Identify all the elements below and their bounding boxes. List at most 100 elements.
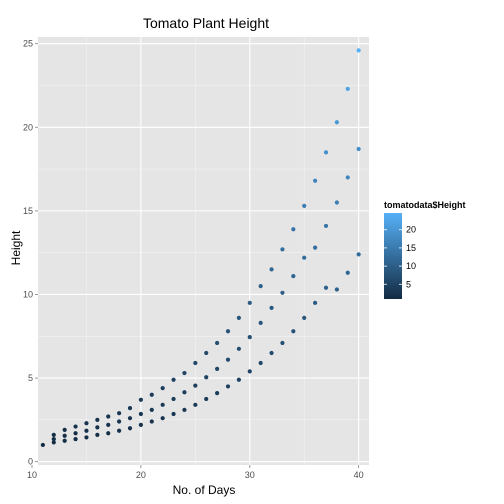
x-tick-label: 30 [245,470,255,480]
data-point [215,366,220,371]
data-point [117,419,122,424]
data-point [225,384,231,389]
major-gridlines [38,37,369,465]
data-point [215,391,220,396]
data-point [95,417,100,422]
data-point [62,433,67,438]
data-point [258,360,263,366]
data-point [95,425,100,430]
data-point [356,252,361,257]
data-point [269,350,274,356]
data-point [258,320,263,325]
data-point [95,432,100,438]
x-tick-label: 20 [136,470,146,480]
data-point [313,300,318,305]
data-point [62,438,67,443]
y-tick-label: 5 [28,373,33,383]
data-point [204,396,209,402]
data-point [334,287,339,292]
data-point [182,390,187,395]
data-point [138,411,143,417]
data-point [345,86,350,91]
legend-colorbar [384,213,402,299]
data-point [171,377,176,382]
chart-title: Tomato Plant Height [143,15,269,31]
data-point [73,424,78,429]
data-point [106,431,111,436]
data-point [236,377,241,382]
data-point [127,406,133,411]
data-point [160,402,165,407]
data-point [247,335,252,340]
data-point [313,178,318,183]
data-point [117,411,122,416]
data-point [236,315,241,320]
data-point [323,285,329,290]
legend-label: 20 [406,225,416,235]
y-tick-label: 0 [28,457,33,467]
y-axis-title: Height [9,230,23,265]
data-point [84,435,89,440]
data-point [204,375,209,380]
data-point [182,370,187,376]
data-point [323,150,329,155]
legend-title: tomatodata$Height [384,200,466,210]
data-point [106,414,111,419]
x-tick-label: 10 [27,470,37,480]
data-point [323,223,329,229]
data-point [73,431,78,436]
x-axis-title: No. of Days [173,483,236,497]
plot-panel [38,37,369,465]
data-point [193,383,198,388]
data-point [280,290,285,295]
y-tick-label: 15 [23,206,33,216]
data-point [51,440,56,445]
x-axis: 10 20 30 40 [27,465,364,480]
data-point [356,48,361,53]
data-point [171,396,176,402]
y-axis: 0 5 10 15 20 25 [23,39,38,467]
data-point [149,419,154,424]
data-point [160,385,165,391]
data-point [138,397,143,402]
data-point [182,407,187,412]
data-point [302,203,307,208]
data-point [127,416,133,421]
data-point [73,436,78,442]
data-point [84,428,89,433]
data-point [269,267,274,272]
data-point [40,442,45,448]
data-point [236,346,241,351]
data-point [345,175,350,180]
legend-label: 5 [406,279,411,289]
data-point [247,300,252,305]
data-point [334,120,339,125]
data-point [313,245,318,250]
data-point [225,329,231,334]
y-tick-label: 25 [23,39,33,49]
data-point [291,329,296,334]
data-point [149,392,154,397]
data-point [291,273,296,279]
data-point [302,255,307,260]
data-point [149,407,154,412]
data-point [138,422,143,427]
data-point [280,340,285,346]
data-point [247,369,252,374]
data-point [62,427,67,432]
data-point [334,200,339,205]
legend-label: 10 [406,261,416,271]
data-point [193,360,198,366]
y-tick-label: 20 [23,122,33,132]
data-points [40,48,361,448]
data-point [345,270,350,275]
data-point [127,426,133,431]
data-point [269,305,274,310]
legend-labels: 5 10 15 20 [384,225,416,289]
data-point [51,436,56,442]
legend: tomatodata$Height 5 10 15 20 [384,200,466,299]
data-point [51,432,56,438]
data-point [356,146,361,152]
data-point [117,428,122,433]
